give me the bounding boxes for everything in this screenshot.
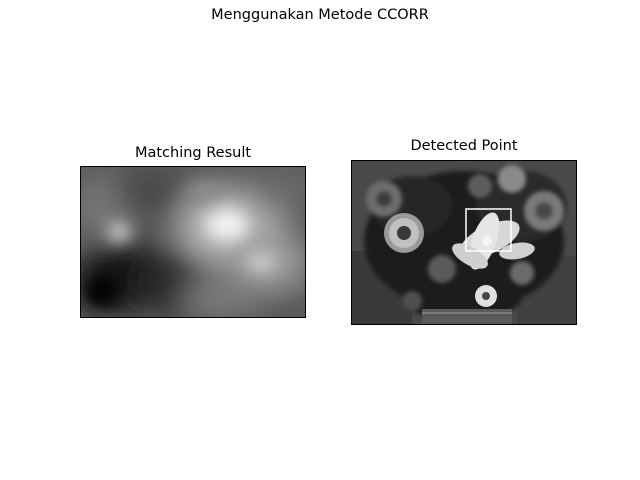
detected-point-image	[351, 160, 577, 325]
detected-point-title: Detected Point	[410, 138, 518, 154]
detection-box	[465, 208, 512, 252]
matching-result-image	[80, 166, 306, 318]
flower-bouquet-photo	[352, 161, 576, 324]
figure-suptitle: Menggunakan Metode CCORR	[211, 7, 429, 23]
matching-result-heatmap	[81, 167, 305, 317]
matching-result-title: Matching Result	[134, 145, 252, 161]
